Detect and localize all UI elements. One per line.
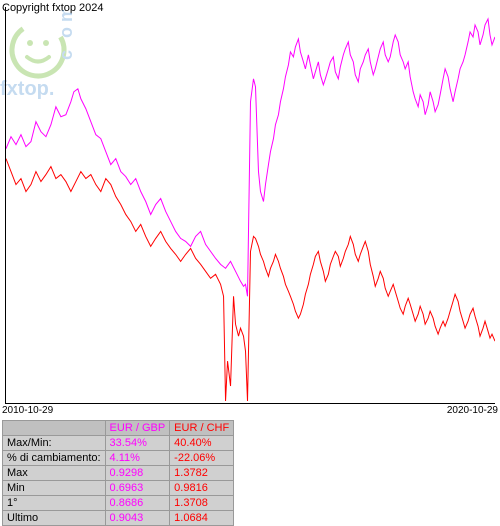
row-value-a: 33.54%: [105, 436, 170, 451]
header-series-b: EUR / CHF: [170, 421, 234, 436]
table-row: % di cambiamento:4.11%-22.06%: [3, 451, 234, 466]
table-row: Ultimo0.90431.0684: [3, 511, 234, 526]
row-value-b: 1.0684: [170, 511, 234, 526]
row-value-b: 1.3708: [170, 496, 234, 511]
chart-area: [5, 7, 495, 404]
row-value-a: 0.9298: [105, 466, 170, 481]
table-row: Max/Min:33.54%40.40%: [3, 436, 234, 451]
row-value-b: 0.9816: [170, 481, 234, 496]
row-value-a: 0.6963: [105, 481, 170, 496]
row-value-a: 0.9043: [105, 511, 170, 526]
stats-table: EUR / GBP EUR / CHF Max/Min:33.54%40.40%…: [2, 420, 234, 526]
x-axis-start-label: 2010-10-29: [2, 405, 53, 416]
table-header-row: EUR / GBP EUR / CHF: [3, 421, 234, 436]
row-value-a: 0.8686: [105, 496, 170, 511]
row-label: Min: [3, 481, 106, 496]
row-value-a: 4.11%: [105, 451, 170, 466]
table-row: 1°0.86861.3708: [3, 496, 234, 511]
series-eur-chf: [6, 159, 495, 401]
x-axis-end-label: 2020-10-29: [447, 405, 498, 416]
row-label: 1°: [3, 496, 106, 511]
row-value-b: 40.40%: [170, 436, 234, 451]
row-value-b: 1.3782: [170, 466, 234, 481]
row-label: % di cambiamento:: [3, 451, 106, 466]
row-label: Max: [3, 466, 106, 481]
row-label: Max/Min:: [3, 436, 106, 451]
header-blank: [3, 421, 106, 436]
table-row: Min0.69630.9816: [3, 481, 234, 496]
chart-svg: [6, 7, 495, 403]
row-label: Ultimo: [3, 511, 106, 526]
header-series-a: EUR / GBP: [105, 421, 170, 436]
table-row: Max0.92981.3782: [3, 466, 234, 481]
row-value-b: -22.06%: [170, 451, 234, 466]
